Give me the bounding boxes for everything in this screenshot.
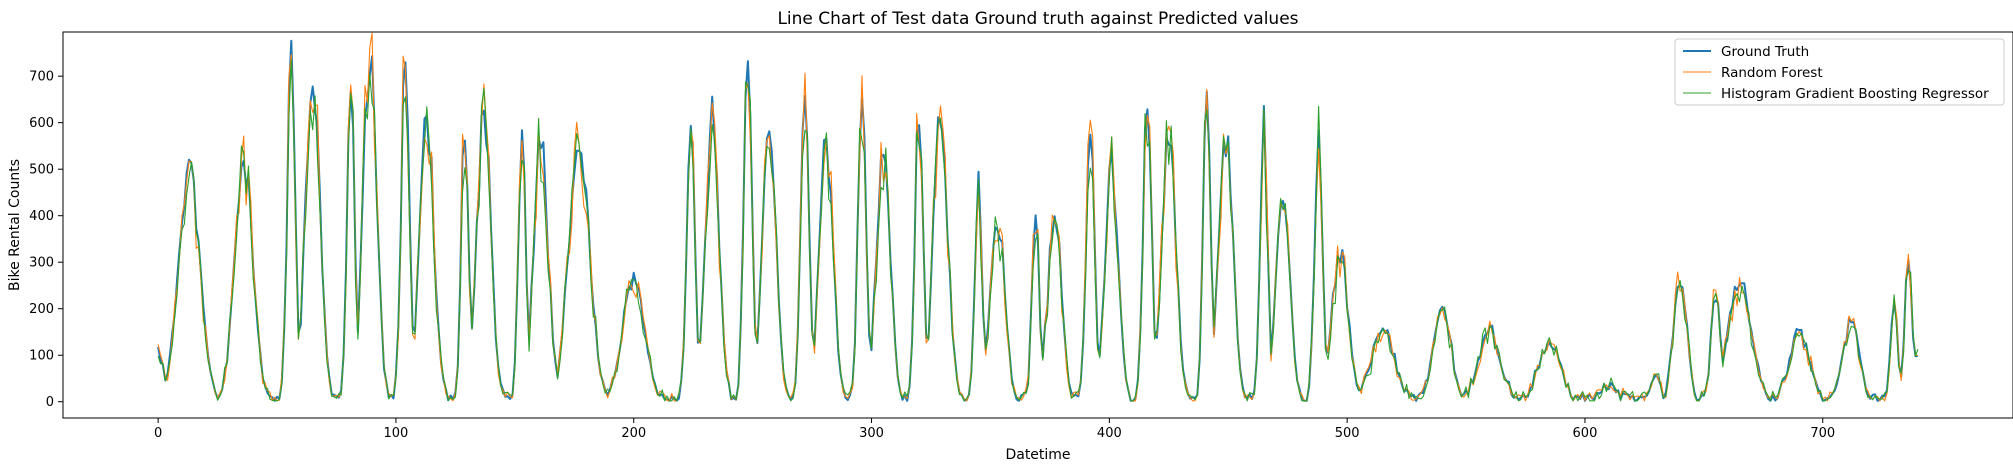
x-tick-label: 300 [859,426,884,441]
x-tick-label: 500 [1335,426,1360,441]
series-layer [157,32,1919,402]
y-tick-label: 200 [29,302,54,317]
x-tick-label: 100 [384,426,409,441]
y-tick-label: 500 [29,163,54,178]
y-tick-label: 700 [29,70,54,85]
y-axis-label: Bike Rental Counts [7,159,23,291]
x-tick-label: 0 [154,426,162,441]
x-axis-ticks: 0 100 200 300 400 500 600 700 [154,418,1835,441]
y-axis-ticks: 0 100 200 300 400 500 600 700 [29,70,63,410]
y-tick-label: 0 [46,395,54,410]
x-tick-label: 200 [621,426,646,441]
x-tick-label: 400 [1097,426,1122,441]
y-tick-label: 400 [29,209,54,224]
y-tick-label: 600 [29,116,54,131]
legend-label-random-forest: Random Forest [1721,65,1823,81]
chart-title: Line Chart of Test data Ground truth aga… [777,9,1298,29]
plot-frame [62,31,2013,419]
y-tick-label: 100 [29,349,54,364]
legend: Ground Truth Random Forest Histogram Gra… [1674,38,2005,106]
x-tick-label: 600 [1573,426,1598,441]
legend-box [1674,38,2005,106]
y-tick-label: 300 [29,256,54,271]
legend-label-ground-truth: Ground Truth [1721,44,1809,60]
series-line-histogram-gradient-boosting-regressor [157,59,1919,402]
legend-label-hgb-regressor: Histogram Gradient Boosting Regressor [1721,86,1989,102]
x-axis-label: Datetime [1005,447,1070,463]
x-tick-label: 700 [1810,426,1835,441]
